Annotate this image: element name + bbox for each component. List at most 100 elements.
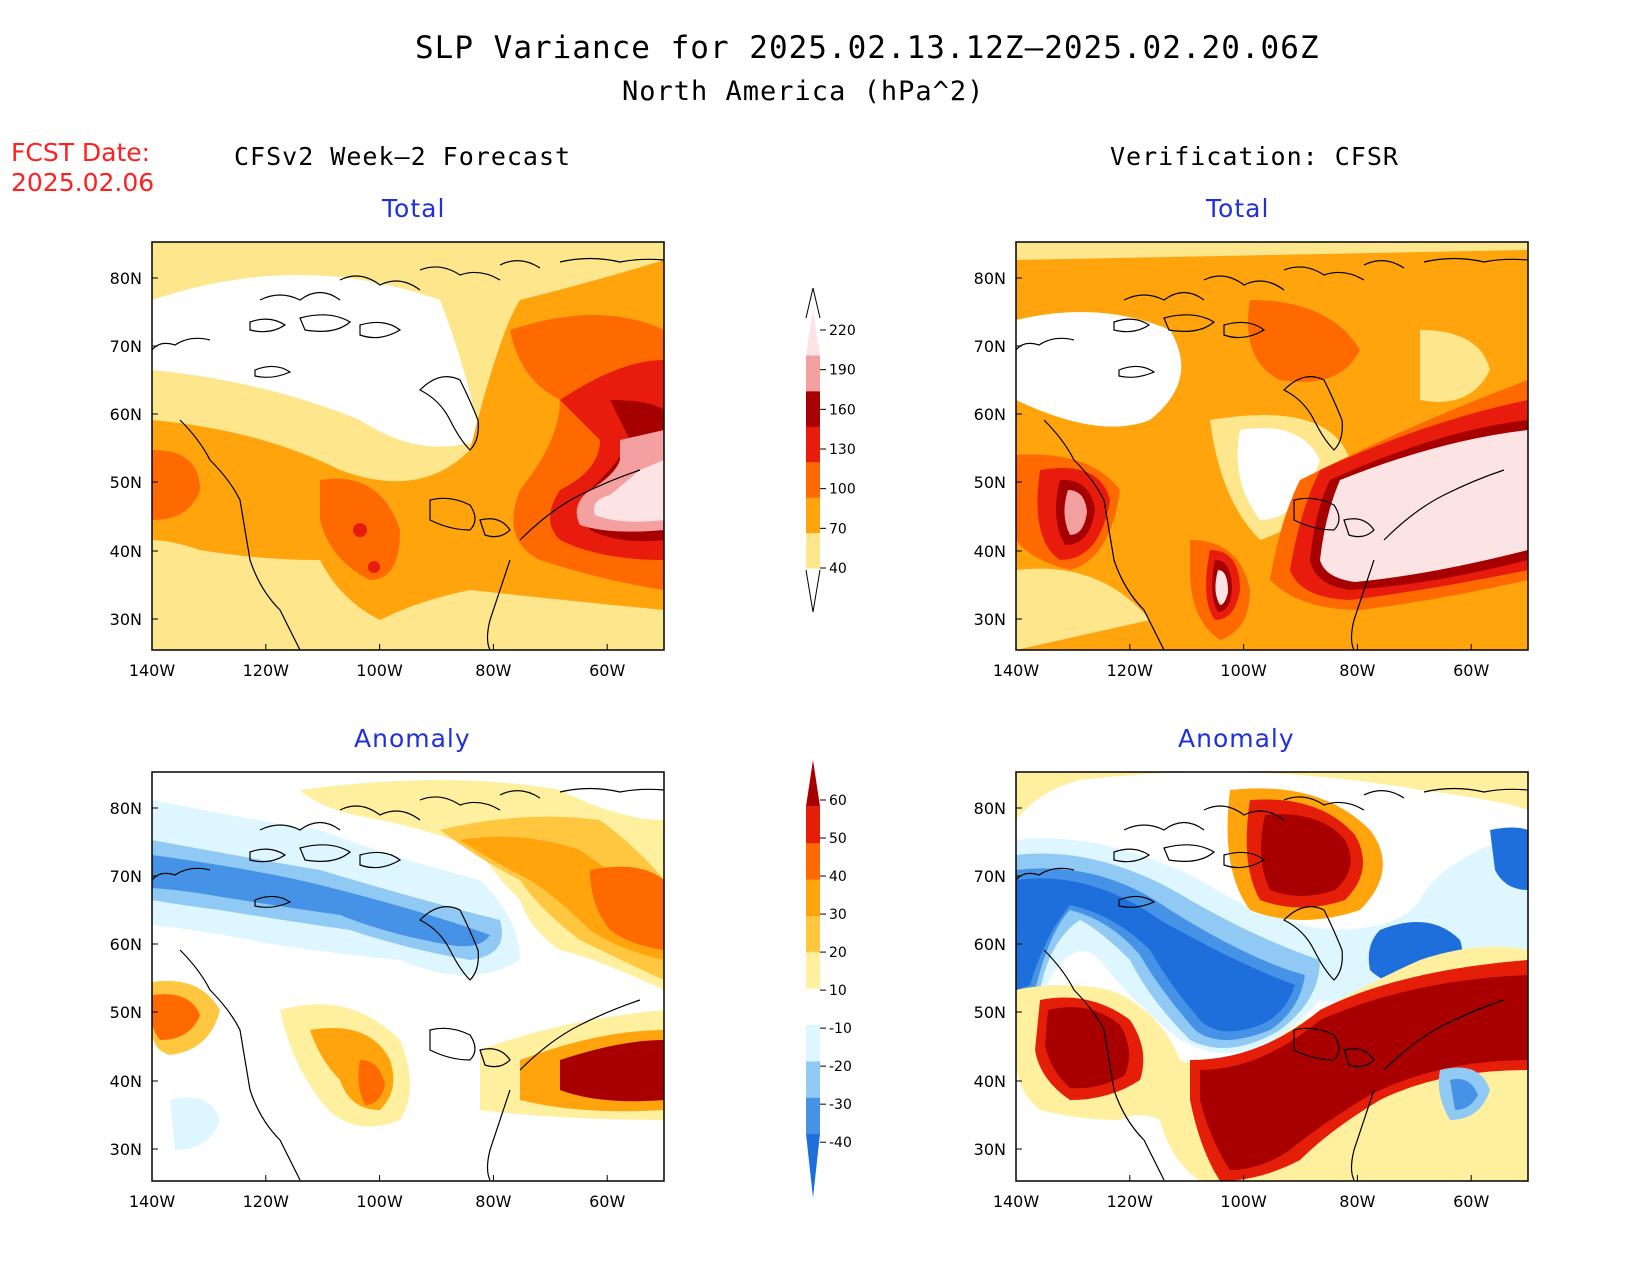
lon-tick-label: 80W: [1339, 1192, 1375, 1211]
lat-tick-label: 30N: [974, 1140, 1006, 1159]
colorbar-segment: [806, 951, 820, 989]
colorbar-total: 220 190 160 130 100 70 40: [805, 287, 856, 613]
lat-tick-label: 70N: [974, 867, 1006, 886]
forecast-total-field: [152, 242, 664, 650]
lon-tick-label: 140W: [129, 661, 176, 680]
colorbar-segment: [806, 497, 820, 534]
lat-tick-label: 30N: [110, 610, 142, 629]
verification-total-field: [1016, 242, 1528, 650]
panel-title-verification-total: Total: [1206, 194, 1270, 223]
frame-forecast-total: [151, 241, 665, 651]
colorbar-anomaly-label: 40: [829, 869, 847, 885]
colorbar-segment: [806, 1133, 820, 1198]
lon-tick-label: 80W: [1339, 661, 1375, 680]
lon-tick-label: 120W: [1107, 1192, 1154, 1211]
colorbar-anomaly-label: 60: [829, 793, 847, 809]
lat-tick-label: 50N: [110, 473, 142, 492]
lon-tick-label: 100W: [1220, 661, 1267, 680]
lat-tick-label: 50N: [974, 1003, 1006, 1022]
lat-tick-label: 40N: [110, 1072, 142, 1091]
lon-tick-label: 60W: [1453, 661, 1489, 680]
lat-tick-label: 80N: [110, 799, 142, 818]
fcst-date-label: FCST Date:: [11, 138, 151, 167]
colorbar-segment: [806, 806, 820, 844]
lon-tick-label: 80W: [475, 1192, 511, 1211]
colorbar-anomaly-label: -40: [829, 1135, 852, 1151]
panel-title-verification-anomaly: Anomaly: [1178, 724, 1295, 753]
colorbar-segment: [806, 390, 820, 427]
colorbar-anomaly-label: -10: [829, 1021, 852, 1037]
frame-verification-anomaly: [1015, 771, 1529, 1182]
frame-verification-total: [1015, 241, 1529, 651]
colorbar-anomaly: 60 50 40 30 20 10 -10 -20 -30 -40: [806, 760, 852, 1198]
lon-tick-label: 140W: [129, 1192, 176, 1211]
lat-tick-label: 50N: [974, 473, 1006, 492]
colorbar-total-label: 100: [829, 482, 856, 498]
lon-tick-label: 120W: [1107, 661, 1154, 680]
colorbar-total-label: 70: [829, 521, 847, 537]
forecast-column-title: CFSv2 Week—2 Forecast: [234, 142, 572, 171]
verification-column-title: Verification: CFSR: [1110, 142, 1399, 171]
colorbar-anomaly-label: -30: [829, 1097, 852, 1113]
lat-tick-label: 60N: [974, 405, 1006, 424]
lon-tick-label: 140W: [993, 1192, 1040, 1211]
lon-tick-label: 100W: [356, 661, 403, 680]
colorbar-anomaly-label: 10: [829, 983, 847, 999]
coastline-lines: [151, 257, 665, 651]
colorbar-segment: [806, 355, 820, 392]
lon-tick-label: 120W: [243, 1192, 290, 1211]
colorbar-anomaly-label: 20: [829, 945, 847, 961]
colorbar-segment: [806, 879, 820, 916]
colorbar-segment: [806, 461, 820, 498]
lat-tick-label: 60N: [974, 935, 1006, 954]
lat-tick-label: 70N: [110, 867, 142, 886]
colorbar-total-label: 40: [829, 561, 847, 577]
frame-forecast-anomaly: [151, 771, 665, 1182]
lon-tick-label: 120W: [243, 661, 290, 680]
colorbar-segment: [806, 310, 820, 356]
lat-tick-label: 60N: [110, 935, 142, 954]
lat-tick-label: 80N: [974, 799, 1006, 818]
colorbar-segment: [806, 760, 820, 807]
lat-tick-label: 50N: [110, 1003, 142, 1022]
lat-tick-label: 80N: [974, 269, 1006, 288]
forecast-anomaly-field: [152, 772, 664, 1181]
colorbar-segment: [806, 532, 820, 569]
colorbar-total-label: 190: [829, 363, 856, 379]
colorbar-segment: [806, 1024, 820, 1062]
colorbar-segment: [806, 988, 820, 1026]
colorbar-anomaly-label: 30: [829, 907, 847, 923]
lon-tick-label: 80W: [475, 661, 511, 680]
lat-tick-label: 60N: [110, 405, 142, 424]
colorbar-segment: [806, 842, 820, 880]
lon-tick-label: 60W: [589, 1192, 625, 1211]
colorbar-total-label: 130: [829, 442, 856, 458]
lat-tick-label: 40N: [974, 542, 1006, 561]
axis-labels: 140W 120W 100W 80W 60W 80N 70N 60N 50N 40N 30N 140W…: [110, 269, 1490, 1211]
colorbar-segment: [806, 1060, 820, 1098]
lat-tick-label: 80N: [110, 269, 142, 288]
lat-tick-label: 30N: [974, 610, 1006, 629]
verification-anomaly-field: [1016, 772, 1528, 1181]
lat-tick-label: 30N: [110, 1140, 142, 1159]
colorbar-segment: [806, 426, 820, 463]
fcst-date-value: 2025.02.06: [11, 168, 155, 197]
lon-tick-label: 60W: [1453, 1192, 1489, 1211]
colorbar-total-label: 220: [829, 323, 856, 339]
lon-tick-label: 100W: [1220, 1192, 1267, 1211]
colorbar-anomaly-label: 50: [829, 831, 847, 847]
lon-tick-label: 60W: [589, 661, 625, 680]
lat-tick-label: 40N: [110, 542, 142, 561]
chart-subtitle: North America (hPa^2): [622, 76, 985, 107]
colorbar-segment: [806, 915, 820, 953]
chart-title: SLP Variance for 2025.02.13.12Z—2025.02.…: [415, 30, 1320, 66]
colorbar-segment: [806, 1097, 820, 1135]
colorbar-anomaly-label: -20: [829, 1059, 852, 1075]
panel-title-forecast-anomaly: Anomaly: [354, 724, 471, 753]
colorbar-total-label: 160: [829, 402, 856, 418]
lon-tick-label: 140W: [993, 661, 1040, 680]
lon-tick-label: 100W: [356, 1192, 403, 1211]
panel-title-forecast-total: Total: [382, 194, 446, 223]
lat-tick-label: 40N: [974, 1072, 1006, 1091]
